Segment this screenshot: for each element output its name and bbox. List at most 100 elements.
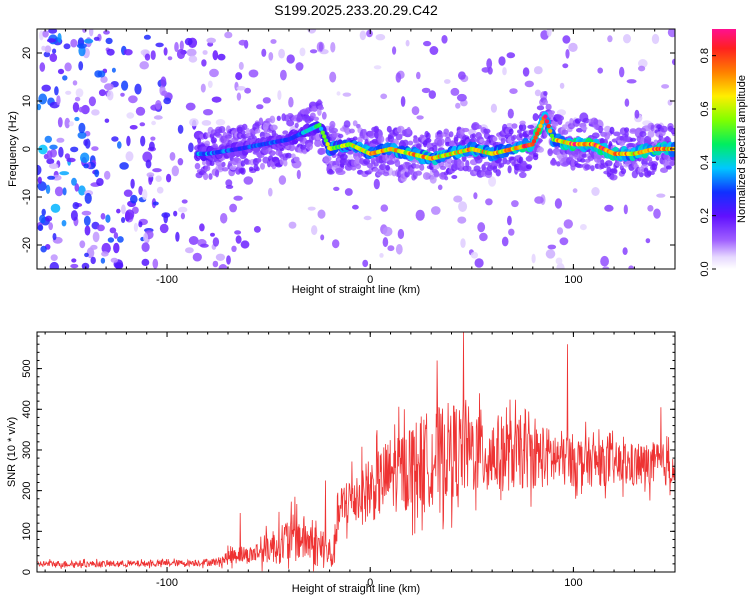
heatmap-noise-cell — [65, 90, 72, 95]
heatmap-noise-cell — [84, 252, 89, 258]
heatmap-spread-cell — [348, 128, 355, 134]
heatmap-noise-cell — [176, 48, 186, 60]
heatmap-noise-cell — [373, 65, 382, 70]
heatmap-noise-cell — [188, 55, 198, 63]
heatmap-noise-cell — [138, 221, 143, 228]
heatmap-noise-cell — [203, 109, 213, 116]
heatmap-noise-cell — [421, 87, 431, 94]
heatmap-noise-cell — [72, 80, 78, 86]
heatmap-noise-cell — [89, 29, 94, 37]
heatmap-noise-cell — [71, 177, 77, 186]
heatmap-spread-cell — [620, 168, 627, 175]
heatmap-noise-cell — [109, 227, 117, 234]
heatmap-spread-cell — [218, 126, 226, 134]
heatmap-noise-cell — [121, 204, 126, 215]
heatmap-noise-cell — [501, 236, 509, 247]
heatmap-noise-cell — [63, 43, 71, 50]
heatmap-spread-cell — [543, 91, 548, 96]
heatmap-spread-cell — [319, 147, 327, 155]
heatmap-noise-cell — [359, 30, 367, 41]
heatmap-noise-cell — [180, 212, 185, 220]
heatmap-spread-cell — [270, 124, 278, 131]
heatmap-noise-cell — [556, 227, 564, 235]
heatmap-noise-cell — [280, 69, 287, 81]
heatmap-spread-cell — [669, 160, 675, 167]
heatmap-noise-cell — [201, 120, 212, 126]
x-tick-label: 100 — [564, 577, 582, 589]
heatmap-noise-cell — [277, 90, 282, 101]
heatmap-noise-cell — [209, 68, 219, 78]
heatmap-spread-cell — [519, 120, 526, 126]
heatmap-noise-cell — [382, 237, 389, 248]
heatmap-noise-cell — [135, 106, 146, 116]
heatmap-spread-cell — [518, 123, 527, 132]
heatmap-noise-cell — [40, 245, 47, 253]
heatmap-noise-cell — [54, 86, 59, 96]
heatmap-noise-cell — [295, 62, 304, 71]
heatmap-spread-cell — [439, 165, 447, 170]
heatmap-spread-cell — [590, 165, 595, 172]
heatmap-noise-cell — [547, 244, 557, 250]
heatmap-spread-cell — [647, 130, 655, 138]
heatmap-noise-cell — [94, 169, 100, 178]
heatmap-spread-cell — [466, 165, 472, 172]
heatmap-noise-cell — [62, 187, 67, 196]
heatmap-noise-cell — [37, 224, 44, 231]
heatmap-noise-cell — [653, 208, 661, 219]
heatmap-noise-cell — [71, 258, 77, 263]
heatmap-noise-cell — [457, 216, 467, 224]
heatmap-spread-cell — [229, 165, 237, 171]
heatmap-noise-cell — [392, 46, 397, 55]
figure-title: S199.2025.233.20.29.C42 — [274, 2, 438, 18]
heatmap-noise-cell — [441, 35, 448, 44]
heatmap-noise-cell — [146, 172, 155, 178]
heatmap-spread-cell — [569, 118, 574, 124]
x-tick-label: 100 — [564, 274, 582, 286]
heatmap-noise-cell — [138, 185, 143, 196]
heatmap-noise-cell — [508, 228, 515, 236]
heatmap-spread-cell — [581, 153, 588, 158]
heatmap-spread-cell — [209, 160, 215, 166]
heatmap-noise-cell — [149, 141, 155, 151]
heatmap-noise-cell — [556, 262, 565, 269]
heatmap-noise-cell — [139, 61, 149, 70]
heatmap-noise-cell — [77, 131, 87, 139]
heatmap-noise-cell — [145, 159, 152, 169]
heatmap-spread-cell — [269, 115, 276, 124]
heatmap-noise-cell — [64, 153, 70, 160]
heatmap-spread-cell — [326, 169, 335, 175]
heatmap-noise-cell — [57, 33, 62, 43]
heatmap-spread-cell — [508, 128, 514, 135]
heatmap-spread-cell — [444, 176, 449, 181]
heatmap-noise-cell — [141, 258, 150, 266]
heatmap-noise-cell — [125, 151, 134, 162]
heatmap-spread-cell — [453, 136, 459, 144]
heatmap-noise-cell — [94, 70, 103, 78]
heatmap-spread-cell — [651, 163, 658, 171]
heatmap-noise-cell — [81, 210, 92, 216]
heatmap-spread-cell — [352, 120, 358, 127]
y-tick-label: 300 — [21, 441, 33, 459]
heatmap-noise-cell — [212, 50, 219, 61]
heatmap-spread-cell — [597, 126, 604, 132]
heatmap-noise-cell — [235, 72, 243, 81]
heatmap-noise-cell — [78, 185, 86, 196]
heatmap-spread-cell — [240, 130, 246, 135]
heatmap-noise-cell — [211, 96, 222, 103]
heatmap-noise-cell — [107, 237, 115, 243]
heatmap-spread-cell — [471, 133, 476, 139]
heatmap-noise-cell — [329, 71, 337, 83]
heatmap-noise-cell — [236, 92, 242, 101]
heatmap-noise-cell — [68, 121, 74, 127]
colorbar-gradient — [712, 29, 736, 269]
heatmap-noise-cell — [57, 117, 63, 128]
heatmap-spread-cell — [288, 143, 295, 152]
heatmap-ridge-core — [544, 119, 550, 124]
heatmap-noise-cell — [175, 231, 180, 242]
heatmap-noise-cell — [200, 83, 206, 93]
heatmap-noise-cell — [380, 204, 389, 212]
y-tick-label: 20 — [21, 47, 33, 59]
heatmap-noise-cell — [59, 171, 70, 176]
heatmap-noise-cell — [580, 224, 587, 231]
